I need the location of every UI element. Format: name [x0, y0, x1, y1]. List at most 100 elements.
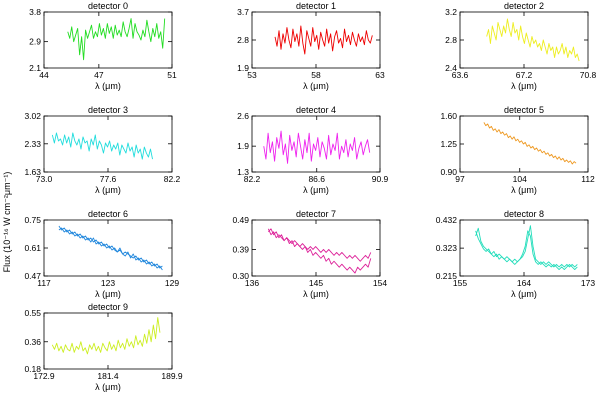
plot-frame [459, 219, 589, 277]
panel-detector-2: detector 2 63.6 67.2 70.8 2.4 2.8 3.2 λ (μm) [445, 1, 596, 91]
x-axis-label: λ (μm) [303, 289, 329, 299]
data-line-series-1 [58, 225, 163, 271]
y-tick-label: 0.75 [24, 215, 41, 225]
x-tick-label: 189.9 [161, 371, 183, 381]
y-tick-label: 0.323 [436, 243, 458, 253]
x-tick-label: 70.8 [580, 70, 597, 80]
x-tick-label: 77.6 [100, 174, 117, 184]
x-tick-label: 44 [39, 70, 49, 80]
y-tick-label: 3.7 [237, 7, 249, 17]
x-tick-label: 173 [581, 278, 595, 288]
x-tick-label: 63.6 [452, 70, 469, 80]
panel-detector-7: detector 7 136 145 154 0.30 0.39 0.49 λ (μm) [232, 209, 387, 299]
y-tick-label: 0.55 [24, 308, 41, 318]
x-tick-label: 90.9 [372, 174, 389, 184]
x-axis-label: λ (μm) [511, 289, 537, 299]
x-tick-label: 82.2 [164, 174, 181, 184]
panel-title: detector 0 [88, 1, 128, 11]
panel-title: detector 3 [88, 105, 128, 115]
panel-detector-8: detector 8 155 164 173 0.215 0.323 0.432 λ (μm) [436, 209, 596, 299]
y-tick-label: 1.25 [440, 139, 457, 149]
y-tick-label: 1.60 [440, 111, 457, 121]
x-tick-label: 164 [517, 278, 531, 288]
x-tick-label: 129 [165, 278, 179, 288]
panel-detector-3: detector 3 73.0 77.6 82.2 1.63 2.33 3.02 λ (μm) [24, 105, 180, 195]
plot-frame [459, 11, 589, 69]
y-tick-label: 2.6 [237, 111, 249, 121]
panel-title: detector 6 [88, 209, 128, 219]
data-line-series-0 [486, 18, 580, 62]
y-tick-label: 1.63 [24, 167, 41, 177]
x-tick-label: 63 [375, 70, 385, 80]
x-tick-label: 47 [94, 70, 104, 80]
y-tick-label: 1.9 [237, 141, 249, 151]
data-line-series-0 [274, 25, 373, 55]
panel-title: detector 1 [296, 1, 336, 11]
panel-detector-5: detector 5 97 104 112 0.90 1.25 1.60 λ (μm) [440, 105, 595, 195]
panel-detector-1: detector 1 53 58 63 1.9 2.8 3.7 λ (μm) [237, 1, 385, 91]
x-axis-label: λ (μm) [303, 81, 329, 91]
y-tick-label: 0.30 [232, 271, 249, 281]
x-tick-label: 154 [373, 278, 387, 288]
x-axis-label: λ (μm) [95, 289, 121, 299]
data-line-series-0 [51, 317, 161, 355]
x-tick-label: 73.0 [36, 174, 53, 184]
data-line-series-0 [58, 227, 163, 269]
data-line-series-0 [483, 122, 577, 165]
plot-frame [251, 115, 381, 173]
y-tick-label: 0.47 [24, 271, 41, 281]
y-tick-label: 1.3 [237, 167, 249, 177]
panel-title: detector 7 [296, 209, 336, 219]
y-tick-label: 0.36 [24, 337, 41, 347]
figure-ylabel: Flux (10⁻¹⁶ W cm⁻²μm⁻¹) [2, 172, 12, 273]
plot-frame [251, 219, 381, 277]
y-tick-label: 0.49 [232, 215, 249, 225]
panel-title: detector 2 [504, 1, 544, 11]
data-line-series-0 [51, 132, 153, 160]
x-tick-label: 117 [37, 278, 51, 288]
x-tick-label: 67.2 [516, 70, 533, 80]
y-tick-label: 2.8 [445, 35, 457, 45]
x-tick-label: 104 [513, 174, 527, 184]
x-tick-label: 112 [581, 174, 595, 184]
y-tick-label: 3.8 [29, 7, 41, 17]
y-tick-label: 2.1 [29, 63, 41, 73]
y-tick-label: 2.4 [445, 63, 457, 73]
panel-title: detector 9 [88, 302, 128, 312]
panel-title: detector 4 [296, 105, 336, 115]
panel-detector-6: detector 6 117 123 129 0.47 0.61 0.75 λ (μm) [24, 209, 179, 299]
x-tick-label: 53 [247, 70, 257, 80]
panel-title: detector 8 [504, 209, 544, 219]
plot-frame [43, 11, 173, 69]
panel-detector-4: detector 4 82.2 86.6 90.9 1.3 1.9 2.6 λ (μm) [237, 105, 388, 195]
x-tick-label: 51 [167, 70, 177, 80]
y-tick-label: 0.215 [436, 271, 458, 281]
y-tick-label: 0.432 [436, 215, 458, 225]
x-tick-label: 58 [311, 70, 321, 80]
panel-detector-9: detector 9 172.9 181.4 189.9 0.18 0.36 0.55 λ (… [24, 302, 182, 392]
y-tick-label: 0.18 [24, 364, 41, 374]
x-axis-label: λ (μm) [95, 81, 121, 91]
x-tick-label: 123 [101, 278, 115, 288]
y-tick-label: 2.8 [237, 35, 249, 45]
data-line-series-0 [475, 225, 578, 268]
x-axis-label: λ (μm) [511, 81, 537, 91]
data-line-series-1 [267, 228, 372, 262]
x-tick-label: 97 [455, 174, 465, 184]
y-tick-label: 0.61 [24, 243, 41, 253]
x-axis-label: λ (μm) [303, 185, 329, 195]
panel-detector-0: detector 0 44 47 51 2.1 2.9 3.8 λ (μm) [29, 1, 177, 91]
panel-title: detector 5 [504, 105, 544, 115]
y-tick-label: 1.9 [237, 63, 249, 73]
x-tick-label: 136 [245, 278, 259, 288]
data-line-series-1 [475, 230, 578, 270]
y-tick-label: 3.2 [445, 7, 457, 17]
data-line-series-0 [263, 130, 371, 164]
x-tick-label: 155 [453, 278, 467, 288]
x-axis-label: λ (μm) [511, 185, 537, 195]
y-tick-label: 3.02 [24, 111, 41, 121]
y-tick-label: 2.33 [24, 139, 41, 149]
x-axis-label: λ (μm) [95, 185, 121, 195]
y-tick-label: 0.90 [440, 167, 457, 177]
